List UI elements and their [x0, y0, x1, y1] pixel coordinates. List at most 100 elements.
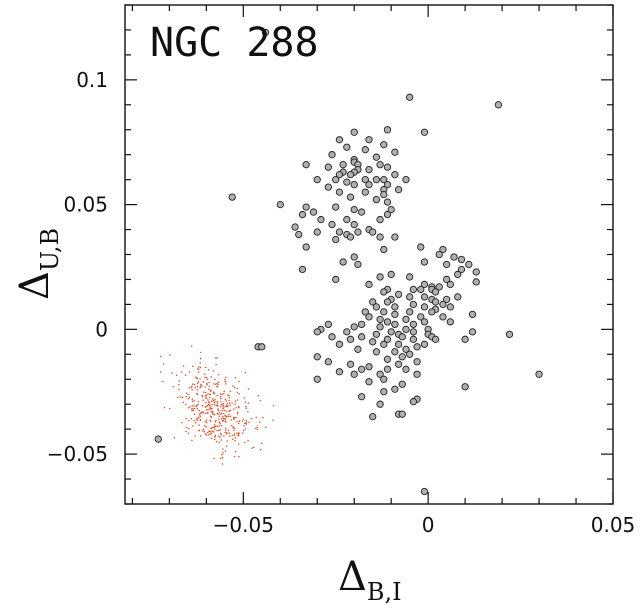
reference-point [198, 424, 200, 426]
data-point [317, 215, 325, 224]
data-point [354, 345, 362, 353]
reference-point [199, 386, 201, 389]
reference-point [205, 409, 208, 411]
reference-point [252, 446, 255, 449]
reference-point [247, 439, 249, 442]
data-point [380, 288, 388, 296]
reference-point [173, 436, 176, 439]
reference-point [191, 398, 194, 400]
data-point [442, 295, 451, 304]
data-point [461, 335, 469, 343]
reference-point [187, 432, 190, 434]
x-axis-title: ΔB,I [338, 554, 402, 606]
data-point [313, 328, 321, 336]
reference-point [185, 395, 187, 398]
data-point [380, 375, 388, 383]
data-point [420, 303, 429, 311]
data-point [457, 265, 466, 274]
data-point [332, 235, 340, 244]
data-point [380, 308, 388, 316]
data-point [302, 203, 310, 211]
data-point [391, 233, 399, 241]
reference-point [250, 418, 253, 420]
reference-point [208, 404, 211, 406]
reference-point [178, 380, 181, 382]
reference-point [196, 408, 199, 410]
reference-point [233, 418, 235, 421]
reference-point [209, 406, 211, 408]
reference-point [213, 401, 216, 404]
data-point [372, 153, 381, 161]
reference-point [191, 410, 193, 412]
data-point [376, 400, 384, 408]
data-point [380, 388, 388, 396]
reference-point [224, 378, 226, 381]
reference-point [228, 432, 231, 434]
data-point [376, 315, 384, 324]
reference-point [223, 409, 226, 412]
reference-point [196, 382, 199, 385]
data-point [383, 335, 392, 343]
data-point [346, 335, 355, 343]
reference-point [229, 390, 232, 393]
reference-point [169, 354, 171, 356]
reference-point [214, 378, 216, 381]
reference-point [218, 425, 220, 427]
reference-point [255, 427, 257, 429]
reference-point [182, 401, 185, 404]
data-point [335, 136, 344, 144]
data-point [365, 136, 373, 144]
reference-point [233, 408, 235, 410]
reference-point [172, 385, 174, 388]
reference-points-layer [159, 345, 275, 465]
data-point [361, 188, 369, 196]
reference-point [241, 420, 244, 422]
reference-point [197, 381, 200, 383]
data-point [439, 313, 447, 321]
reference-point [220, 424, 223, 427]
data-point [406, 293, 414, 301]
data-point [468, 328, 477, 336]
data-point [413, 358, 421, 366]
data-point [494, 101, 503, 109]
reference-point [193, 419, 195, 422]
reference-point [185, 417, 188, 420]
reference-point [201, 385, 203, 387]
data-point [391, 148, 399, 156]
reference-point [220, 433, 223, 436]
reference-point [178, 388, 180, 391]
reference-point [163, 406, 166, 409]
data-point [343, 178, 351, 186]
reference-point [206, 421, 208, 424]
data-point [346, 193, 355, 201]
data-point [357, 365, 366, 373]
reference-point [233, 455, 236, 458]
reference-point [220, 412, 223, 415]
reference-point [220, 457, 222, 459]
reference-point [224, 398, 227, 401]
data-point [361, 175, 369, 184]
reference-point [197, 400, 200, 403]
data-point [361, 146, 369, 154]
reference-point [214, 398, 216, 401]
reference-point [226, 431, 228, 434]
reference-point [225, 376, 227, 379]
data-point [394, 360, 403, 368]
reference-point [180, 396, 182, 398]
data-point [420, 258, 429, 266]
reference-point [218, 415, 221, 417]
reference-point [211, 413, 214, 415]
reference-point [236, 432, 238, 434]
reference-point [245, 423, 248, 425]
data-point [380, 190, 388, 199]
data-point [431, 288, 440, 296]
reference-point [201, 430, 204, 432]
data-point [383, 198, 392, 206]
reference-point [205, 401, 207, 404]
reference-point [187, 406, 190, 409]
data-point [409, 335, 418, 343]
reference-point [200, 351, 202, 354]
reference-point [199, 362, 201, 364]
data-point [261, 28, 270, 37]
data-point [350, 370, 358, 378]
